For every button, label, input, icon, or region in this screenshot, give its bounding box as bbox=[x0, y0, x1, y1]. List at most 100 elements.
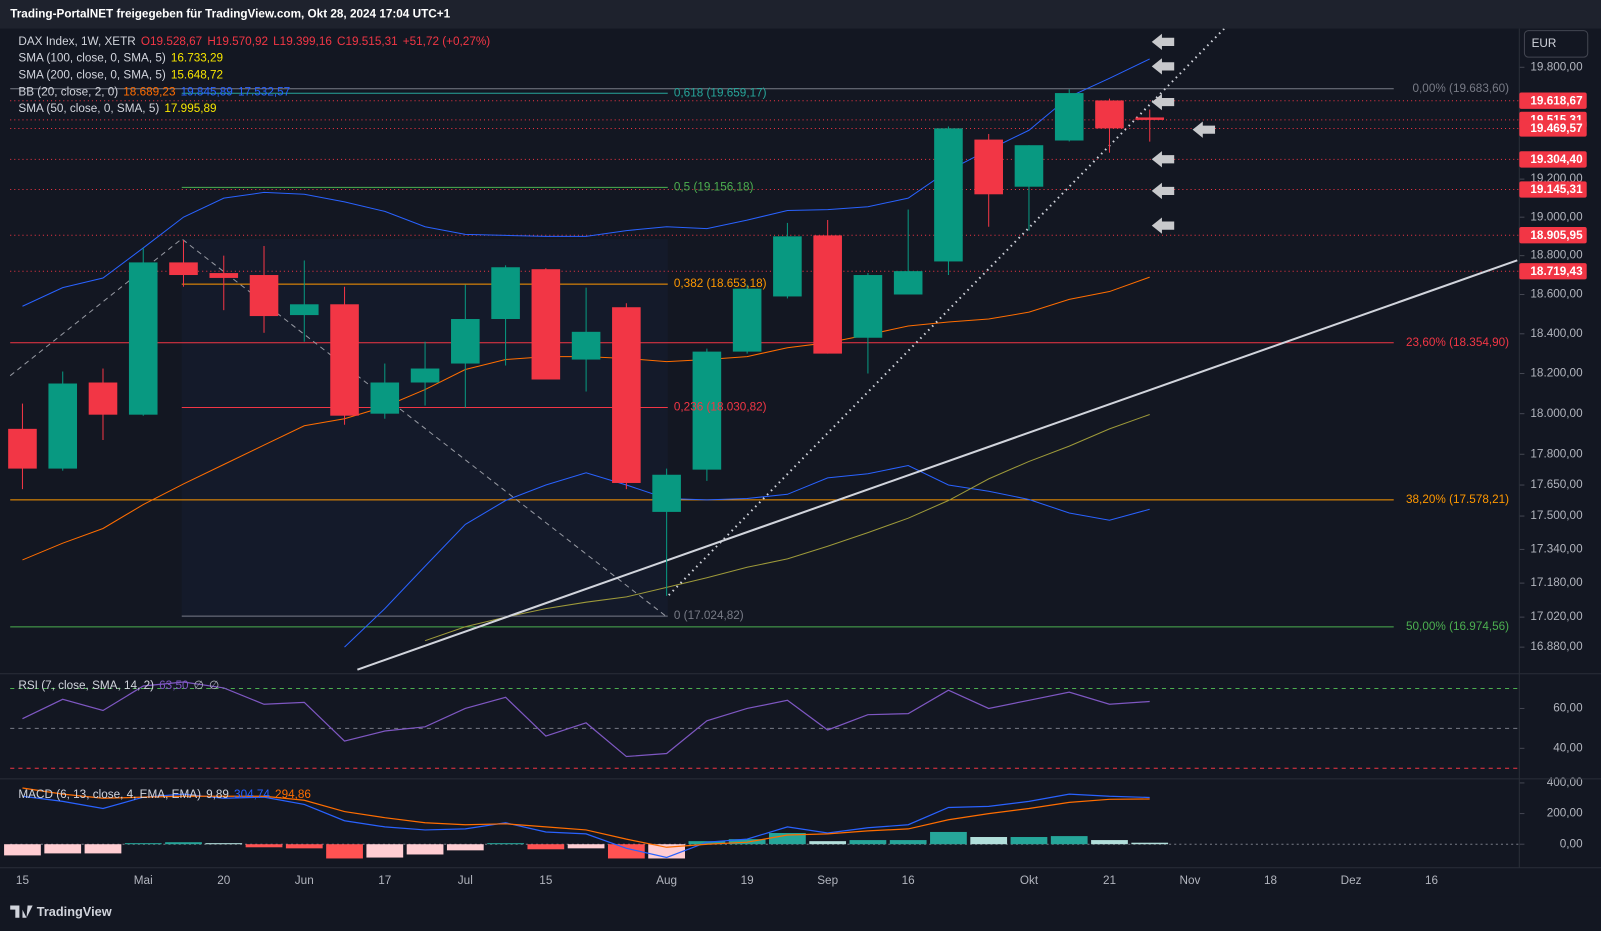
histogram-bar bbox=[487, 843, 524, 845]
legend-name: SMA (50, close, 0, SMA, 5) bbox=[18, 102, 159, 115]
price-label: 19.469,57 bbox=[1530, 122, 1583, 135]
histogram-bar bbox=[1131, 842, 1169, 845]
histogram-bar bbox=[165, 842, 202, 845]
price-label-box bbox=[1519, 92, 1587, 109]
x-tick-label: 15 bbox=[16, 874, 30, 887]
legend-value: 304,74 bbox=[234, 788, 270, 801]
histogram-bar bbox=[44, 844, 82, 854]
y-tick-label: 19.800,00 bbox=[1530, 60, 1583, 73]
arrow bbox=[1151, 217, 1175, 234]
x-tick-label: 19 bbox=[741, 874, 754, 887]
trend-line bbox=[357, 259, 1518, 671]
y-tick-label: 16.880,00 bbox=[1530, 640, 1583, 653]
legend-name: BB (20, close, 2, 0) bbox=[18, 85, 118, 98]
candle-body bbox=[893, 271, 923, 295]
histogram-bar bbox=[607, 844, 645, 859]
footer-bar bbox=[0, 896, 1601, 931]
indicator-line bbox=[424, 413, 1150, 642]
candle-body bbox=[289, 304, 319, 316]
x-tick-label: 21 bbox=[1103, 874, 1116, 887]
legend-value: 16.733,29 bbox=[171, 52, 223, 65]
price-label-box bbox=[1519, 227, 1587, 244]
histogram-bar bbox=[930, 831, 967, 845]
candle-body bbox=[88, 382, 118, 415]
legend-name: RSI (7, close, SMA, 14, 2) bbox=[18, 679, 154, 692]
fib-level-label: 50,00% (16.974,56) bbox=[1406, 620, 1509, 633]
y-tick-label: 18.000,00 bbox=[1530, 407, 1583, 420]
currency: EUR bbox=[1532, 37, 1557, 50]
legend-entry: DAX Index, 1W, XETR O19.528,67 H19.570,92 L… bbox=[18, 35, 490, 48]
y-tick-label: 400,00 bbox=[1547, 776, 1583, 789]
y-tick-label: 17.340,00 bbox=[1530, 543, 1583, 556]
legend-value: 15.648,72 bbox=[171, 69, 223, 82]
candle-body bbox=[1095, 100, 1124, 129]
candle-body bbox=[732, 288, 762, 352]
legend-entry: SMA (50, close, 0, SMA, 5) 17.995,89 bbox=[18, 102, 216, 115]
candles bbox=[8, 89, 1165, 596]
x-tick-label: 20 bbox=[217, 874, 231, 887]
legend-value: 17.532,57 bbox=[238, 85, 290, 98]
candle-body bbox=[652, 474, 681, 512]
top-bar bbox=[0, 0, 1601, 29]
candle-body bbox=[853, 275, 883, 338]
x-tick-label: Jun bbox=[295, 874, 314, 887]
histogram-bar bbox=[406, 844, 444, 855]
candle-body bbox=[249, 275, 279, 317]
legend-value: ∅ bbox=[194, 679, 204, 692]
logo bbox=[10, 905, 33, 918]
x-tick-label: Sep bbox=[817, 874, 838, 887]
y-tick-label: 19.000,00 bbox=[1530, 210, 1583, 223]
legend-name: SMA (100, close, 0, SMA, 5) bbox=[18, 52, 165, 65]
legend-value: 9,89 bbox=[206, 788, 229, 801]
candle-body bbox=[1054, 93, 1084, 141]
price-label: 18.905,95 bbox=[1530, 229, 1583, 242]
drawings bbox=[9, 28, 1518, 671]
legend-entry: RSI (7, close, SMA, 14, 2) 63,50 ∅ ∅ bbox=[18, 679, 219, 692]
legend-name: SMA (200, close, 0, SMA, 5) bbox=[18, 69, 165, 82]
macd-line bbox=[22, 787, 1150, 848]
legend-entry: SMA (100, close, 0, SMA, 5) 16.733,29 bbox=[18, 52, 223, 65]
legend-value: +51,72 (+0,27%) bbox=[403, 35, 491, 48]
candle-body bbox=[612, 307, 641, 483]
price-label-box bbox=[1519, 151, 1587, 168]
candle-body bbox=[773, 236, 802, 297]
fib-retracement-label: 0,236 (18.030,82) bbox=[674, 401, 767, 414]
currency-box[interactable] bbox=[1523, 30, 1589, 58]
histogram-bar bbox=[245, 844, 283, 848]
candle-body bbox=[934, 128, 963, 262]
histogram-bar bbox=[849, 840, 887, 845]
candle-body bbox=[491, 267, 520, 320]
candle-body bbox=[330, 304, 359, 416]
candle-body bbox=[1135, 117, 1165, 120]
legend-value: 19.845,89 bbox=[181, 85, 233, 98]
axes: 19.800,0019.200,0019.000,0018.800,0018.6… bbox=[16, 60, 1583, 887]
y-tick-label: 17.650,00 bbox=[1530, 478, 1583, 491]
histogram-bar bbox=[84, 844, 122, 854]
legend-entry: BB (20, close, 2, 0) 18.689,23 19.845,89 17… bbox=[18, 85, 290, 98]
histogram-bar bbox=[446, 844, 484, 851]
legend-value: C19.515,31 bbox=[337, 35, 398, 48]
x-tick-label: Dez bbox=[1341, 874, 1362, 887]
main-back bbox=[10, 58, 1520, 648]
histogram-bar bbox=[527, 844, 565, 850]
share-text: Trading-PortalNET freigegeben für Tradin… bbox=[10, 7, 450, 20]
legend-name: DAX Index, 1W, XETR bbox=[18, 35, 135, 48]
x-tick-label: Okt bbox=[1020, 874, 1039, 887]
histogram-bar bbox=[1010, 837, 1048, 845]
candle-body bbox=[370, 382, 400, 414]
candle-body bbox=[531, 269, 561, 380]
price-label-box bbox=[1519, 120, 1587, 137]
histogram-bar bbox=[205, 843, 243, 845]
candle-body bbox=[128, 262, 158, 415]
histogram-bar bbox=[326, 844, 363, 859]
y-tick-label: 17.800,00 bbox=[1530, 447, 1583, 460]
arrow bbox=[1151, 93, 1175, 111]
candle-body bbox=[48, 383, 78, 469]
candle-body bbox=[8, 428, 37, 469]
x-tick-label: 16 bbox=[902, 874, 916, 887]
x-tick-label: 16 bbox=[1425, 874, 1439, 887]
histogram-bar bbox=[366, 844, 404, 858]
